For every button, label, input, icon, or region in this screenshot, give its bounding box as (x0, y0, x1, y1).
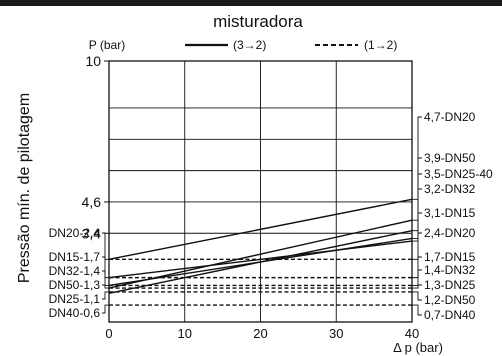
left-labels: DN20-2,4 DN15-1,7DN32-1,4DN50-1,3DN25-1,1… (49, 226, 109, 320)
left-leader-2 (102, 270, 109, 286)
solid-series-1 (108, 219, 413, 289)
solid-series-3 (108, 237, 413, 287)
x-tick-label-2: 20 (253, 326, 267, 341)
right-labels: 4,7-DN20 3,9-DN50 3,5-DN25-403,2-DN32 3,1-D… (412, 110, 493, 322)
y-tick-label-0: 3,4 (82, 225, 102, 241)
solid-right-label-3: 3,2-DN32 (424, 182, 476, 196)
left-leader-4 (102, 291, 109, 300)
grid (104, 60, 412, 322)
dashed-right-label-1: 1,7-DN15 (424, 250, 476, 264)
x-axis-label: Δ p (bar) (393, 340, 443, 355)
dashed-right-label-4: 1,2-DN50 (424, 293, 476, 307)
solid-series-0 (108, 198, 413, 261)
dashed-left-label-3: DN50-1,3 (49, 278, 101, 292)
chart-title: misturadora (213, 12, 303, 31)
dashed-left-label-1: DN15-1,7 (49, 250, 101, 264)
top-border-bar (0, 0, 502, 6)
dashed-left-label-0: DN20-2,4 (49, 226, 101, 240)
dashed-left-label-4: DN25-1,1 (49, 292, 101, 306)
left-leader-1 (102, 256, 109, 279)
legend: (3→2) (1→2) (185, 38, 397, 52)
y-unit-label: P (bar) (89, 38, 125, 52)
solid-series-4 (108, 240, 413, 279)
y-tick-label-2: 10 (85, 53, 101, 69)
solid-right-label-4-leader (412, 212, 422, 242)
dashed-right-label-1-leader (412, 256, 422, 279)
dashed-right-label-5-leader (412, 304, 422, 316)
tick-labels: 0 10 20 30 40 3,4 4,6 10 (82, 53, 420, 341)
x-tick-label-0: 0 (105, 326, 112, 341)
y-tick-label-1: 4,6 (82, 194, 102, 210)
x-tick-label-3: 30 (329, 326, 343, 341)
dashed-right-label-2-leader (412, 269, 422, 286)
legend-solid-label: (3→2) (233, 38, 266, 52)
dashed-right-label-5: 0,7-DN40 (424, 308, 476, 322)
left-leader-0 (102, 232, 109, 260)
dashed-right-label-3: 1,3-DN25 (424, 278, 476, 292)
left-leader-5 (102, 304, 109, 314)
solid-right-label-2: 3,5-DN25-40 (424, 167, 493, 181)
dashed-right-label-4-leader (412, 291, 422, 301)
dashed-left-label-2: DN32-1,4 (49, 264, 101, 278)
left-leader-3 (102, 284, 109, 289)
dashed-right-label-2: 1,4-DN32 (424, 263, 476, 277)
legend-dashed-label: (1→2) (364, 38, 397, 52)
dashed-right-label-0-leader (412, 232, 422, 260)
series-layer (108, 198, 413, 306)
solid-right-label-1: 3,9-DN50 (424, 151, 476, 165)
x-tick-label-1: 10 (178, 326, 192, 341)
solid-right-label-2-leader (412, 173, 422, 232)
dashed-right-label-0: 2,4-DN20 (424, 226, 476, 240)
dashed-left-label-5: DN40-0,6 (49, 306, 101, 320)
plot-frame (108, 60, 413, 323)
solid-right-label-4: 3,1-DN15 (424, 206, 476, 220)
dashed-right-label-3-leader (412, 284, 422, 289)
y-axis-label: Pressão mín. de pilotagem (16, 93, 33, 283)
solid-right-label-0: 4,7-DN20 (424, 110, 476, 124)
x-tick-label-4: 40 (405, 326, 419, 341)
